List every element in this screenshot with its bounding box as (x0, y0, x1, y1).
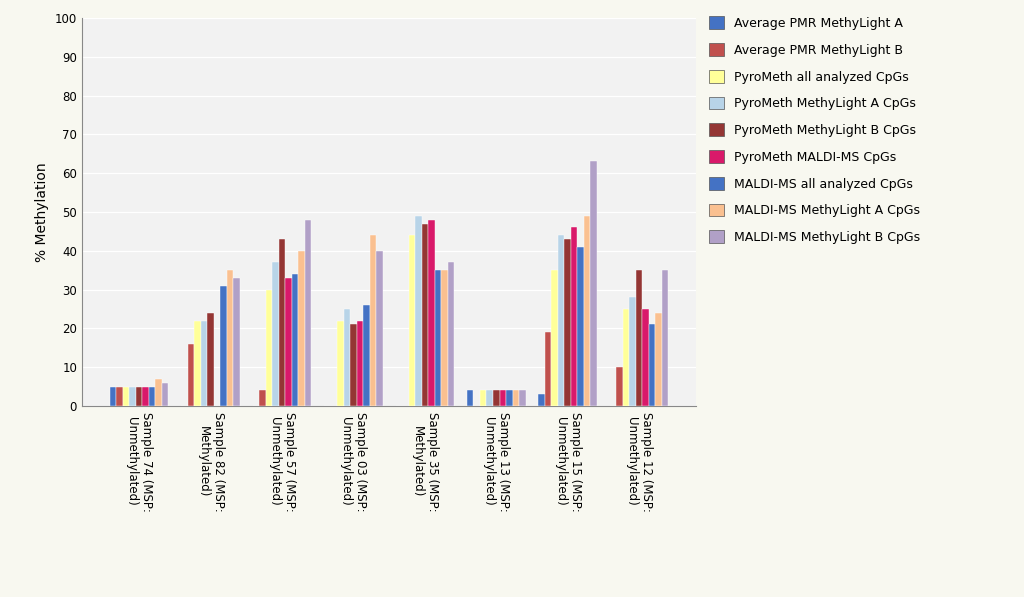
Bar (298, 251, 305, 406)
Bar (195, 321, 201, 406)
Bar (136, 387, 142, 406)
Bar (655, 313, 662, 406)
Bar (662, 270, 669, 406)
Bar (364, 305, 370, 406)
Bar (201, 321, 207, 406)
Bar (564, 239, 571, 406)
Bar (286, 278, 292, 406)
Bar (259, 390, 265, 406)
Y-axis label: % Methylation: % Methylation (35, 162, 49, 261)
Bar (220, 285, 227, 406)
Bar (344, 309, 350, 406)
Bar (110, 387, 117, 406)
Bar (539, 394, 545, 406)
Bar (292, 274, 298, 406)
Bar (584, 216, 591, 406)
Bar (123, 387, 129, 406)
Bar (207, 313, 214, 406)
Bar (480, 390, 486, 406)
Bar (591, 161, 597, 406)
Bar (187, 344, 195, 406)
Bar (350, 324, 356, 406)
Bar (272, 262, 279, 406)
Bar (493, 390, 500, 406)
Bar (428, 220, 434, 406)
Bar (233, 278, 240, 406)
Bar (649, 324, 655, 406)
Bar (279, 239, 286, 406)
Bar (506, 390, 513, 406)
Bar (500, 390, 506, 406)
Bar (467, 390, 473, 406)
Legend: Average PMR MethyLight A, Average PMR MethyLight B, PyroMeth all analyzed CpGs, : Average PMR MethyLight A, Average PMR Me… (709, 16, 920, 244)
Bar (409, 235, 415, 406)
Bar (642, 309, 649, 406)
Bar (415, 216, 422, 406)
Bar (156, 378, 162, 406)
Bar (370, 235, 376, 406)
Bar (305, 220, 311, 406)
Bar (571, 227, 578, 406)
Bar (422, 224, 428, 406)
Bar (129, 387, 136, 406)
Bar (616, 367, 623, 406)
Bar (337, 321, 344, 406)
Bar (148, 387, 156, 406)
Bar (142, 387, 148, 406)
Bar (162, 383, 168, 406)
Bar (636, 270, 642, 406)
Bar (117, 387, 123, 406)
Bar (545, 332, 551, 406)
Bar (486, 390, 493, 406)
Bar (558, 235, 564, 406)
Bar (447, 262, 454, 406)
Bar (376, 251, 383, 406)
Bar (519, 390, 525, 406)
Bar (513, 390, 519, 406)
Bar (441, 270, 447, 406)
Bar (227, 270, 233, 406)
Bar (356, 321, 364, 406)
Bar (578, 247, 584, 406)
Bar (265, 290, 272, 406)
Bar (434, 270, 441, 406)
Bar (623, 309, 630, 406)
Bar (551, 270, 558, 406)
Bar (630, 297, 636, 406)
